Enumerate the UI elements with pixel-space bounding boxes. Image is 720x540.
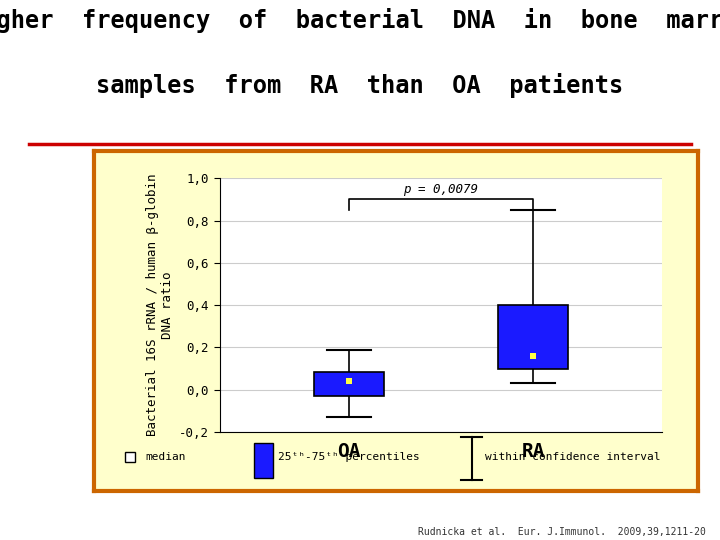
Bar [314,372,384,396]
Text: within confidence interval: within confidence interval [485,452,660,462]
Text: Rudnicka et al.  Eur. J.Immunol.  2009,39,1211-20: Rudnicka et al. Eur. J.Immunol. 2009,39,… [418,527,706,537]
Bar [254,443,273,478]
Y-axis label: Bacterial 16S rRNA / human β-globin
DNA ratio: Bacterial 16S rRNA / human β-globin DNA … [145,174,174,436]
Bar [498,305,568,368]
Text: median: median [145,452,186,462]
Text: 25ᵗʰ-75ᵗʰ percentiles: 25ᵗʰ-75ᵗʰ percentiles [278,452,420,462]
Text: samples  from  RA  than  OA  patients: samples from RA than OA patients [96,72,624,98]
Text: Higher  frequency  of  bacterial  DNA  in  bone  marrow: Higher frequency of bacterial DNA in bon… [0,8,720,32]
Text: p = 0,0079: p = 0,0079 [403,183,479,196]
